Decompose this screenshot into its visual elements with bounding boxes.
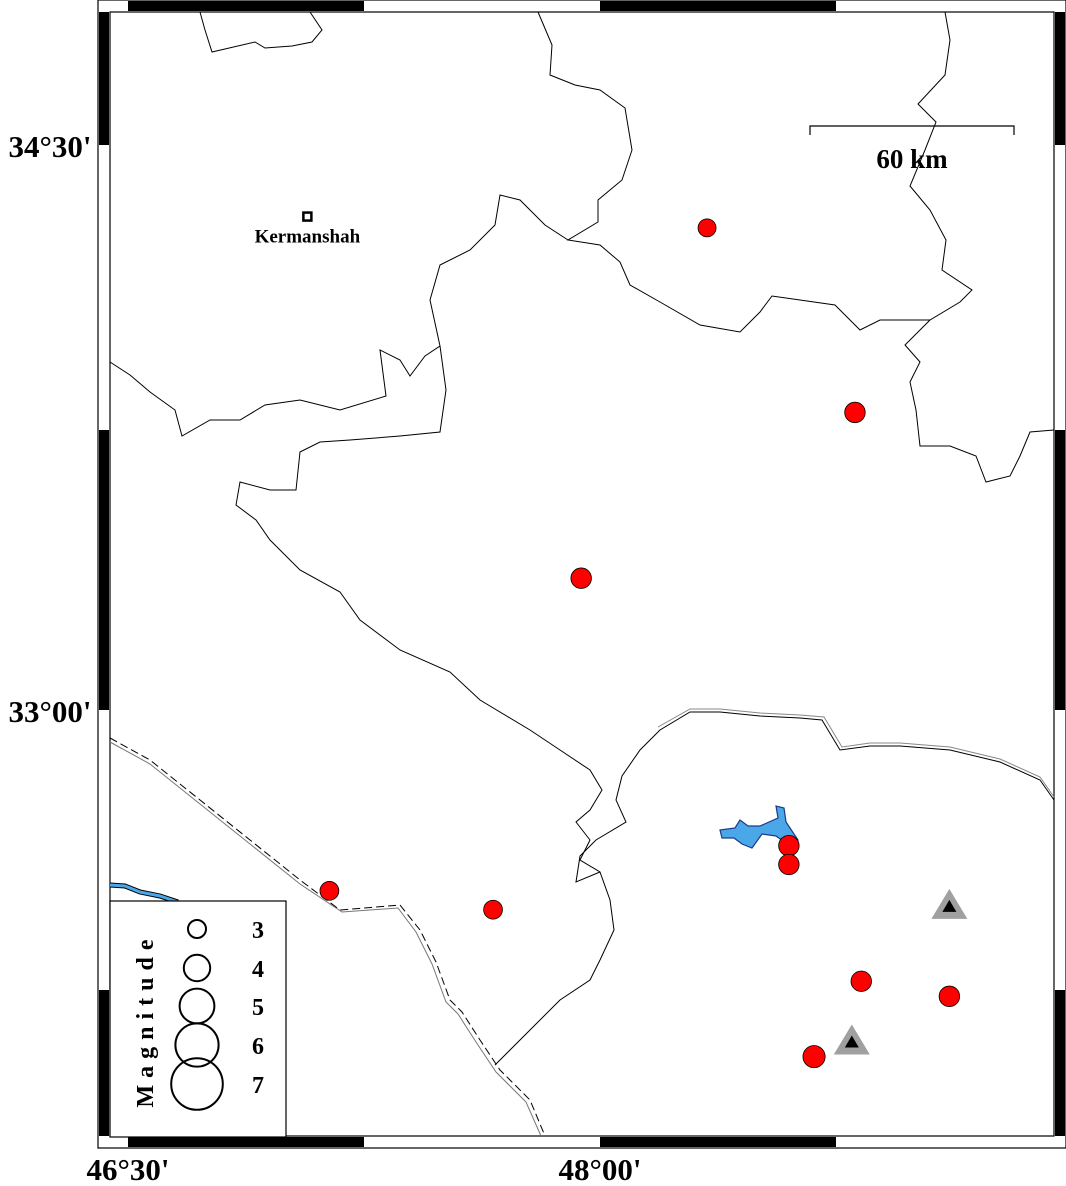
scale-bar-line (809, 125, 1015, 135)
earthquake-event (570, 567, 592, 589)
earthquake-event (778, 853, 800, 876)
earthquake-event (802, 1045, 826, 1069)
city-label: Kermanshah (255, 227, 361, 248)
legend-label: 6 (252, 1034, 264, 1060)
lat-tick-label: 34°30' (8, 129, 91, 164)
earthquake-event (319, 881, 340, 901)
boundary-line (575, 711, 1055, 883)
city-marker-icon (302, 211, 313, 222)
legend-circle (174, 1022, 220, 1068)
station-triangle-icon (833, 1024, 870, 1055)
boundary-line (235, 345, 615, 1066)
earthquake-event (850, 970, 872, 992)
earthquake-event (938, 985, 961, 1008)
legend-label: 4 (252, 957, 264, 983)
frame-segment (99, 12, 109, 145)
scale-bar: 60 km (809, 125, 1015, 174)
boundary-line (109, 741, 542, 1137)
earthquake-event (844, 401, 866, 424)
frame-segment (600, 1137, 836, 1147)
station-triangle-icon (931, 888, 968, 919)
frame-segment (99, 990, 109, 1136)
river (109, 883, 179, 904)
frame-segment (1055, 990, 1065, 1136)
legend-label: 3 (252, 918, 264, 944)
boundary-line (109, 194, 569, 437)
lake (719, 805, 799, 849)
scale-bar-label: 60 km (876, 144, 948, 174)
legend-box (109, 900, 287, 1138)
boundary-line (537, 11, 973, 333)
boundary-line (199, 11, 323, 53)
frame-segment (128, 1, 364, 11)
international-border (109, 737, 546, 1137)
earthquake-event (483, 899, 503, 920)
boundaries (109, 11, 1055, 1137)
seismic-stations (833, 888, 968, 1055)
legend: Magnitude 3 4 5 6 7 (109, 900, 287, 1138)
lon-tick-label: 46°30' (86, 1152, 169, 1186)
earthquake-event (778, 835, 800, 857)
legend-circle (182, 953, 212, 983)
boundary-line (904, 319, 1055, 483)
boundary-line (657, 708, 1055, 798)
frame-segment (99, 430, 109, 710)
legend-circle (170, 1057, 224, 1111)
lon-tick-label: 48°00' (559, 1152, 642, 1186)
legend-circle (187, 919, 207, 939)
frame-segment (1055, 430, 1065, 710)
earthquake-event (697, 218, 717, 238)
lat-tick-label: 33°00' (8, 694, 91, 729)
frame-segment (128, 1137, 364, 1147)
frame-segment (600, 1, 836, 11)
city-kermanshah: Kermanshah (255, 211, 361, 248)
frame-segment (1055, 12, 1065, 145)
legend-label: 7 (252, 1073, 264, 1099)
earthquake-events (319, 218, 961, 1069)
legend-title: Magnitude (133, 932, 159, 1107)
legend-label: 5 (252, 995, 264, 1021)
